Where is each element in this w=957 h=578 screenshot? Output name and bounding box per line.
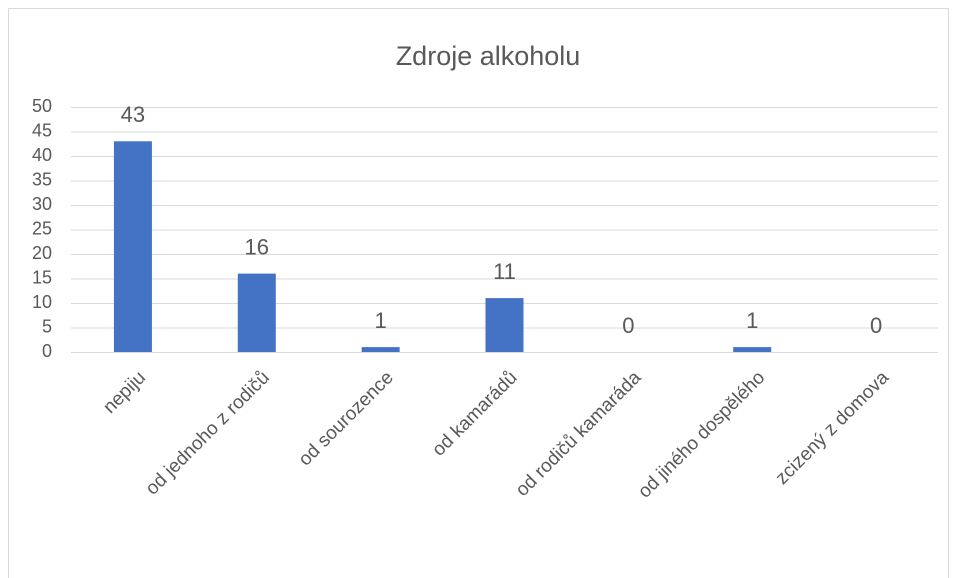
y-tick-label: 10 bbox=[32, 292, 52, 312]
y-tick-label: 15 bbox=[32, 267, 52, 287]
data-label: 16 bbox=[245, 234, 269, 259]
y-tick-label: 35 bbox=[32, 169, 52, 189]
y-tick-label: 5 bbox=[42, 316, 52, 336]
bar bbox=[733, 347, 772, 352]
y-tick-label: 20 bbox=[32, 243, 52, 263]
y-tick-label: 25 bbox=[32, 218, 52, 238]
chart-title: Zdroje alkoholu bbox=[396, 41, 581, 71]
data-label: 11 bbox=[493, 259, 516, 284]
data-label: 0 bbox=[870, 313, 882, 338]
data-label: 0 bbox=[622, 313, 634, 338]
y-tick-label: 50 bbox=[32, 96, 52, 116]
bar bbox=[113, 141, 152, 352]
bar bbox=[485, 298, 524, 352]
bar bbox=[237, 273, 276, 352]
chart-border bbox=[8, 8, 949, 578]
y-tick-label: 40 bbox=[32, 145, 52, 165]
y-tick-label: 45 bbox=[32, 120, 52, 140]
bar bbox=[361, 347, 400, 352]
data-label: 1 bbox=[746, 308, 758, 333]
y-tick-label: 30 bbox=[32, 194, 52, 214]
y-tick-label: 0 bbox=[42, 341, 52, 361]
data-label: 43 bbox=[121, 102, 145, 127]
data-label: 1 bbox=[375, 308, 387, 333]
